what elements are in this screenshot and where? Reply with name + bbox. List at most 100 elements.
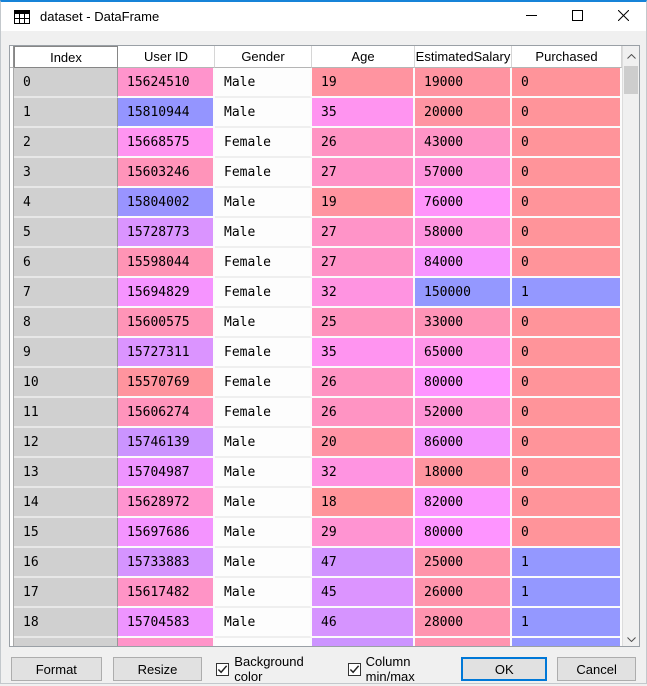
- cell-purchased[interactable]: 0: [512, 368, 622, 398]
- format-button[interactable]: Format: [11, 657, 102, 681]
- cell-estimated-salary[interactable]: 19000: [415, 68, 512, 98]
- cell-purchased[interactable]: 0: [512, 98, 622, 128]
- row-header[interactable]: 3: [14, 158, 118, 188]
- cell-age[interactable]: 26: [312, 368, 415, 398]
- cell-user-id[interactable]: 15694829: [118, 278, 215, 308]
- cell-purchased[interactable]: 1: [512, 638, 622, 646]
- cell-estimated-salary[interactable]: 58000: [415, 218, 512, 248]
- cell-user-id[interactable]: 15598044: [118, 248, 215, 278]
- cell-estimated-salary[interactable]: 82000: [415, 488, 512, 518]
- row-header[interactable]: 15: [14, 518, 118, 548]
- scroll-down-button[interactable]: [623, 629, 639, 646]
- cell-age[interactable]: 26: [312, 128, 415, 158]
- row-header[interactable]: 5: [14, 218, 118, 248]
- maximize-button[interactable]: [554, 2, 600, 31]
- row-header[interactable]: 19: [14, 638, 118, 646]
- cell-estimated-salary[interactable]: 18000: [415, 458, 512, 488]
- cell-user-id[interactable]: 15570769: [118, 368, 215, 398]
- cell-gender[interactable]: Female: [215, 338, 312, 368]
- cell-user-id[interactable]: 15704987: [118, 458, 215, 488]
- cell-age[interactable]: 32: [312, 278, 415, 308]
- cell-user-id[interactable]: 15704583: [118, 608, 215, 638]
- cell-gender[interactable]: Male: [215, 578, 312, 608]
- cell-estimated-salary[interactable]: 52000: [415, 398, 512, 428]
- row-header[interactable]: 0: [14, 68, 118, 98]
- cell-gender[interactable]: Female: [215, 638, 312, 646]
- scroll-up-button[interactable]: [623, 46, 639, 63]
- column-header-purchased[interactable]: Purchased: [512, 46, 622, 68]
- background-color-checkbox[interactable]: Background color: [216, 654, 333, 684]
- cell-age[interactable]: 35: [312, 98, 415, 128]
- cell-estimated-salary[interactable]: 57000: [415, 158, 512, 188]
- cell-purchased[interactable]: 0: [512, 68, 622, 98]
- cell-age[interactable]: 48: [312, 638, 415, 646]
- cancel-button[interactable]: Cancel: [557, 657, 636, 681]
- close-button[interactable]: [600, 2, 646, 31]
- row-header[interactable]: 1: [14, 98, 118, 128]
- cell-age[interactable]: 20: [312, 428, 415, 458]
- cell-purchased[interactable]: 0: [512, 128, 622, 158]
- column-header-estimated-salary[interactable]: EstimatedSalary: [415, 46, 512, 68]
- cell-age[interactable]: 32: [312, 458, 415, 488]
- cell-estimated-salary[interactable]: 76000: [415, 188, 512, 218]
- cell-purchased[interactable]: 0: [512, 428, 622, 458]
- cell-gender[interactable]: Female: [215, 368, 312, 398]
- cell-user-id[interactable]: 15600575: [118, 308, 215, 338]
- cell-gender[interactable]: Male: [215, 188, 312, 218]
- cell-age[interactable]: 19: [312, 68, 415, 98]
- cell-user-id[interactable]: 15727311: [118, 338, 215, 368]
- ok-button[interactable]: OK: [461, 657, 548, 681]
- row-header[interactable]: 10: [14, 368, 118, 398]
- cell-estimated-salary[interactable]: 84000: [415, 248, 512, 278]
- row-header[interactable]: 11: [14, 398, 118, 428]
- cell-estimated-salary[interactable]: 43000: [415, 128, 512, 158]
- cell-estimated-salary[interactable]: 80000: [415, 368, 512, 398]
- cell-age[interactable]: 27: [312, 158, 415, 188]
- cell-purchased[interactable]: 0: [512, 398, 622, 428]
- cell-estimated-salary[interactable]: 29000: [415, 638, 512, 646]
- cell-user-id[interactable]: 15697686: [118, 518, 215, 548]
- cell-age[interactable]: 45: [312, 578, 415, 608]
- cell-estimated-salary[interactable]: 150000: [415, 278, 512, 308]
- cell-age[interactable]: 47: [312, 548, 415, 578]
- cell-age[interactable]: 46: [312, 608, 415, 638]
- row-header[interactable]: 4: [14, 188, 118, 218]
- column-header-age[interactable]: Age: [312, 46, 415, 68]
- cell-age[interactable]: 25: [312, 308, 415, 338]
- cell-age[interactable]: 27: [312, 248, 415, 278]
- row-header[interactable]: 12: [14, 428, 118, 458]
- cell-gender[interactable]: Male: [215, 68, 312, 98]
- row-header[interactable]: 8: [14, 308, 118, 338]
- cell-gender[interactable]: Female: [215, 398, 312, 428]
- cell-gender[interactable]: Female: [215, 158, 312, 188]
- cell-gender[interactable]: Male: [215, 428, 312, 458]
- cell-gender[interactable]: Male: [215, 548, 312, 578]
- cell-gender[interactable]: Male: [215, 98, 312, 128]
- cell-estimated-salary[interactable]: 80000: [415, 518, 512, 548]
- column-header-user-id[interactable]: User ID: [118, 46, 215, 68]
- row-header[interactable]: 18: [14, 608, 118, 638]
- cell-purchased[interactable]: 0: [512, 248, 622, 278]
- cell-gender[interactable]: Male: [215, 518, 312, 548]
- column-header-index[interactable]: Index: [14, 46, 118, 68]
- cell-purchased[interactable]: 0: [512, 488, 622, 518]
- cell-user-id[interactable]: 15810944: [118, 98, 215, 128]
- cell-purchased[interactable]: 0: [512, 158, 622, 188]
- cell-gender[interactable]: Female: [215, 278, 312, 308]
- cell-purchased[interactable]: 0: [512, 188, 622, 218]
- cell-user-id[interactable]: 15628972: [118, 488, 215, 518]
- cell-purchased[interactable]: 0: [512, 308, 622, 338]
- cell-purchased[interactable]: 1: [512, 548, 622, 578]
- cell-estimated-salary[interactable]: 26000: [415, 578, 512, 608]
- cell-purchased[interactable]: 1: [512, 608, 622, 638]
- cell-estimated-salary[interactable]: 86000: [415, 428, 512, 458]
- row-header[interactable]: 16: [14, 548, 118, 578]
- cell-age[interactable]: 27: [312, 218, 415, 248]
- row-header[interactable]: 13: [14, 458, 118, 488]
- cell-purchased[interactable]: 1: [512, 578, 622, 608]
- cell-purchased[interactable]: 0: [512, 338, 622, 368]
- cell-age[interactable]: 35: [312, 338, 415, 368]
- scrollbar-thumb[interactable]: [624, 66, 638, 94]
- cell-user-id[interactable]: 15746139: [118, 428, 215, 458]
- cell-gender[interactable]: Male: [215, 458, 312, 488]
